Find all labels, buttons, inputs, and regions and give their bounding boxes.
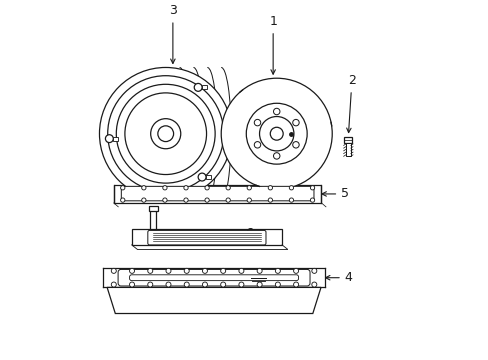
FancyBboxPatch shape xyxy=(129,275,298,280)
Circle shape xyxy=(254,120,260,126)
Circle shape xyxy=(184,268,189,273)
Circle shape xyxy=(259,117,293,151)
Circle shape xyxy=(124,93,206,175)
Circle shape xyxy=(183,186,188,190)
Circle shape xyxy=(293,268,298,273)
Circle shape xyxy=(121,198,124,202)
Circle shape xyxy=(289,186,293,190)
Circle shape xyxy=(165,268,171,273)
Circle shape xyxy=(158,126,173,141)
Circle shape xyxy=(246,103,306,164)
Circle shape xyxy=(202,268,207,273)
Circle shape xyxy=(275,282,280,287)
Circle shape xyxy=(220,282,225,287)
Circle shape xyxy=(292,120,299,126)
Circle shape xyxy=(165,282,171,287)
Circle shape xyxy=(221,78,331,189)
Circle shape xyxy=(246,186,251,190)
Circle shape xyxy=(311,268,316,273)
Circle shape xyxy=(129,268,134,273)
Circle shape xyxy=(147,282,152,287)
Circle shape xyxy=(275,268,280,273)
Circle shape xyxy=(129,282,134,287)
Circle shape xyxy=(163,186,167,190)
Circle shape xyxy=(204,186,209,190)
Circle shape xyxy=(293,282,298,287)
FancyBboxPatch shape xyxy=(121,186,313,201)
Circle shape xyxy=(239,268,244,273)
Text: 6: 6 xyxy=(225,227,253,240)
Bar xyxy=(202,85,206,89)
Circle shape xyxy=(220,268,225,273)
Circle shape xyxy=(111,282,116,287)
Bar xyxy=(345,143,350,156)
Bar xyxy=(150,209,156,229)
Circle shape xyxy=(111,268,116,273)
FancyBboxPatch shape xyxy=(147,230,265,245)
Circle shape xyxy=(289,198,293,202)
Circle shape xyxy=(310,198,314,202)
Circle shape xyxy=(142,198,146,202)
Circle shape xyxy=(142,186,146,190)
Circle shape xyxy=(107,76,224,192)
Circle shape xyxy=(183,198,188,202)
Bar xyxy=(148,206,158,211)
Circle shape xyxy=(194,84,202,91)
Text: 5: 5 xyxy=(321,188,348,201)
Circle shape xyxy=(147,268,152,273)
Circle shape xyxy=(310,186,314,190)
Circle shape xyxy=(267,198,272,202)
Circle shape xyxy=(184,282,189,287)
Circle shape xyxy=(257,282,262,287)
Polygon shape xyxy=(107,287,320,314)
Bar xyxy=(344,137,351,143)
Circle shape xyxy=(163,198,167,202)
Text: 3: 3 xyxy=(168,4,177,63)
Circle shape xyxy=(267,186,272,190)
FancyBboxPatch shape xyxy=(118,269,309,286)
Circle shape xyxy=(270,127,283,140)
Circle shape xyxy=(225,186,230,190)
Circle shape xyxy=(254,141,260,148)
Text: 4: 4 xyxy=(325,271,352,284)
Circle shape xyxy=(273,153,279,159)
Polygon shape xyxy=(114,185,321,203)
Circle shape xyxy=(257,268,262,273)
Circle shape xyxy=(198,173,205,181)
Circle shape xyxy=(311,282,316,287)
Circle shape xyxy=(116,84,215,183)
Text: 1: 1 xyxy=(269,15,277,74)
Circle shape xyxy=(99,67,231,200)
Bar xyxy=(113,137,118,141)
Circle shape xyxy=(202,282,207,287)
Polygon shape xyxy=(131,229,282,245)
Circle shape xyxy=(150,119,181,149)
Bar xyxy=(205,175,210,179)
Circle shape xyxy=(121,186,124,190)
Text: 2: 2 xyxy=(346,74,355,132)
Circle shape xyxy=(225,198,230,202)
Circle shape xyxy=(105,135,113,143)
Circle shape xyxy=(239,282,244,287)
Circle shape xyxy=(273,108,279,115)
Circle shape xyxy=(292,141,299,148)
Circle shape xyxy=(246,198,251,202)
Circle shape xyxy=(204,198,209,202)
